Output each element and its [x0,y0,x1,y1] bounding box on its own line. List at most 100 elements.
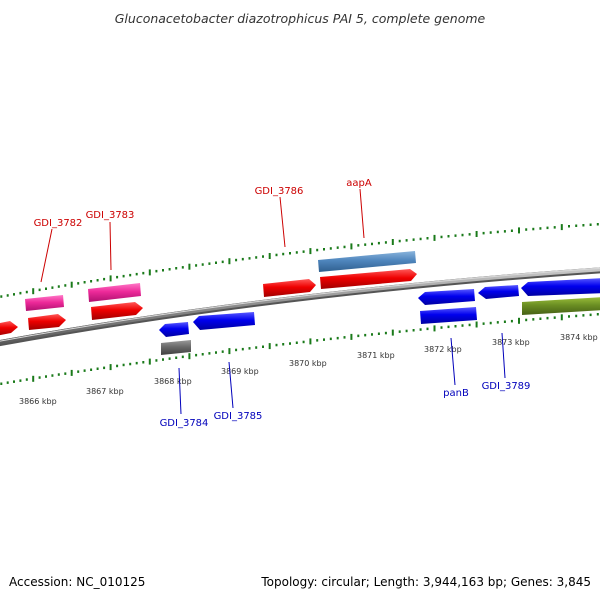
minor-tick [302,340,305,344]
minor-tick [57,373,60,376]
minor-tick [329,337,332,341]
gene-panB[interactable] [420,307,477,324]
major-tick [188,353,191,360]
minor-tick [398,239,401,243]
minor-tick [503,320,506,323]
minor-tick [241,257,244,261]
minor-tick [255,256,258,259]
minor-tick [6,381,9,384]
gene-gdi3783[interactable] [88,283,141,302]
kbp-label: 3872 kbp [424,345,462,354]
minor-tick [323,338,325,341]
minor-tick [155,359,158,362]
forward-gene-labels: GDI_3782 GDI_3783 GDI_3786 aapA [34,178,372,229]
minor-tick [357,244,360,247]
minor-tick [103,277,106,281]
gene-label-gdi3782[interactable]: GDI_3782 [34,218,83,229]
minor-tick [440,326,443,329]
major-tick [148,269,151,276]
minor-tick [539,317,542,320]
topology-stats-text: Topology: circular; Length: 3,944,163 bp… [260,575,591,589]
gene-blue-reverse[interactable] [418,289,475,305]
major-tick [70,369,73,376]
minor-tick [57,285,60,288]
major-tick [228,348,231,355]
minor-tick [377,241,380,245]
kbp-label: 3871 kbp [357,351,395,360]
gene-label-gdi3786[interactable]: GDI_3786 [255,186,304,197]
gene-gray[interactable] [161,340,191,355]
gene-arrow-forward[interactable] [0,321,18,336]
minor-tick [162,269,164,272]
forward-genes [0,251,417,336]
minor-tick [510,319,513,323]
minor-tick [208,262,211,265]
minor-tick [235,348,238,352]
gene-label-aapA[interactable]: aapA [346,178,372,189]
minor-tick [262,345,264,348]
gene-label-panB[interactable]: panB [443,388,469,399]
minor-tick [25,378,28,381]
minor-tick [503,230,506,233]
gene-arrow-forward[interactable] [28,314,66,330]
gene-arrow-forward[interactable] [91,302,143,320]
kbp-label: 3868 kbp [154,377,192,386]
major-tick [475,321,478,328]
gene-gdi3784[interactable] [159,322,189,337]
gene-olive[interactable] [522,297,600,315]
minor-tick [371,242,373,246]
minor-tick [45,287,47,290]
minor-tick [440,235,443,239]
gene-gdi3785[interactable] [193,312,255,330]
minor-tick [454,325,457,328]
gene-gdi3789[interactable] [521,278,600,296]
reverse-gene-labels: GDI_3784 GDI_3785 panB GDI_3789 [160,381,531,429]
gene-label-gdi3785[interactable]: GDI_3785 [214,411,263,422]
gene-steel[interactable] [318,251,416,272]
minor-tick [142,271,145,275]
kbp-label: 3870 kbp [289,359,327,368]
minor-tick [135,272,138,276]
minor-tick [468,323,471,327]
minor-tick [45,375,47,378]
minor-tick [496,230,499,234]
forward-label-lines [40,188,365,283]
minor-tick [302,250,305,253]
minor-tick [295,251,298,254]
gene-label-gdi3789[interactable]: GDI_3789 [482,381,531,392]
major-tick [268,343,271,350]
gene-label-gdi3784[interactable]: GDI_3784 [160,418,209,429]
major-tick [518,227,520,234]
minor-tick [377,332,380,335]
kbp-label: 3866 kbp [19,397,57,406]
gene-gdi3782[interactable] [25,295,64,311]
minor-tick [116,275,119,279]
minor-tick [371,333,373,336]
minor-tick [489,321,492,325]
gene-gdi3786[interactable] [263,279,316,297]
minor-tick [568,225,570,228]
minor-tick [289,342,291,345]
gene-label-gdi3783[interactable]: GDI_3783 [86,210,135,221]
minor-tick [255,346,258,349]
minor-tick [175,356,178,359]
gene-blue-reverse[interactable] [478,285,519,299]
minor-tick [343,245,346,249]
minor-tick [426,237,429,240]
kbp-label: 3873 kbp [492,338,530,347]
minor-tick [38,376,41,379]
minor-tick [532,318,535,321]
minor-tick [461,324,464,327]
minor-tick [168,357,171,360]
major-tick [109,275,112,282]
minor-tick [316,248,319,252]
major-tick [350,333,353,340]
minor-tick [116,364,119,368]
minor-tick [51,286,54,289]
minor-tick [201,353,204,356]
minor-tick [155,269,158,273]
gene-aapA[interactable] [320,269,417,289]
major-tick [228,258,231,265]
minor-tick [135,361,138,365]
